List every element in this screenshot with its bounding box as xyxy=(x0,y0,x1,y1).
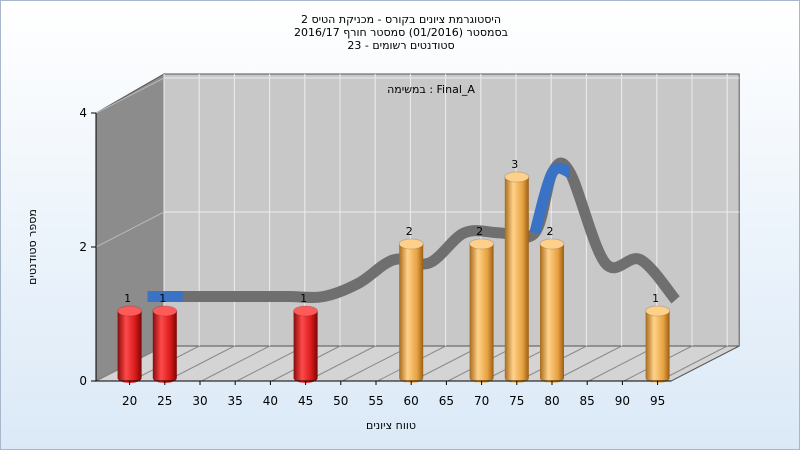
bars-layer: 1 1 1 2 2 3 2 1 xyxy=(117,158,671,383)
bar-95: 1 xyxy=(645,292,671,383)
side-gridline xyxy=(95,77,165,114)
bar-body xyxy=(645,311,670,383)
task-label: במשימה : Final_A xyxy=(387,83,475,96)
bar-cap xyxy=(293,305,319,317)
x-tick-label: 30 xyxy=(192,394,207,408)
x-tick-label: 70 xyxy=(474,394,489,408)
x-tick-label: 45 xyxy=(298,394,313,408)
bar-70: 2 xyxy=(469,225,495,383)
x-tick-label: 40 xyxy=(263,394,278,408)
y-tick-label: 4 xyxy=(79,106,87,120)
floor-gridline xyxy=(588,345,658,382)
y-tick-label: 0 xyxy=(79,374,87,388)
floor-gridline xyxy=(236,345,306,382)
x-tick-label: 85 xyxy=(580,394,595,408)
bar-60: 2 xyxy=(398,225,424,383)
bar-body xyxy=(152,311,177,383)
curve-highlight-segment xyxy=(529,162,572,235)
x-tick-label: 60 xyxy=(404,394,419,408)
bar-body xyxy=(504,177,529,383)
x-tick-label: 35 xyxy=(228,394,243,408)
bar-body xyxy=(469,244,494,383)
x-tick-label: 65 xyxy=(439,394,454,408)
x-tick-label: 25 xyxy=(157,394,172,408)
bar-cap xyxy=(539,238,565,250)
bar-value-label: 1 xyxy=(159,292,166,305)
bar-value-label: 2 xyxy=(547,225,554,238)
chart-title-line-2: בסמסטר (01/2016) סמסטר חורף 2016/17 xyxy=(294,26,508,39)
floor-gridline xyxy=(201,345,270,382)
back-wall xyxy=(163,73,740,347)
floor-gridline xyxy=(553,345,622,382)
bar-value-label: 2 xyxy=(406,225,413,238)
bar-45: 1 xyxy=(293,292,319,383)
x-tick-label: 75 xyxy=(509,394,524,408)
floor-gridline xyxy=(342,345,411,382)
chart-title-line-1: היסטוגרמת ציונים בקורס - מכניקת הטיס 2 xyxy=(300,13,502,26)
x-tick-label: 80 xyxy=(544,394,559,408)
bar-75: 3 xyxy=(504,158,530,383)
bar-25: 1 xyxy=(152,292,178,383)
bar-body xyxy=(293,311,318,383)
distribution-curve xyxy=(147,157,680,304)
x-axis-label: טווח ציונים xyxy=(366,419,416,432)
side-gridline xyxy=(95,211,165,248)
bar-cap xyxy=(504,171,530,183)
bar-body xyxy=(399,244,424,383)
bar-value-label: 1 xyxy=(300,292,307,305)
bar-80: 2 xyxy=(539,225,565,383)
bar-body xyxy=(540,244,564,383)
chart-title-line-3: סטודנטים רשומים - 23 xyxy=(347,39,455,52)
bar-value-label: 1 xyxy=(652,292,659,305)
bar-20: 1 xyxy=(117,292,143,383)
x-tick-label: 20 xyxy=(122,394,137,408)
floor-gridline xyxy=(412,345,482,382)
floor-gridline xyxy=(306,345,376,382)
axes-layer: 0 2 4 20 25 30 35 40 45 50 55 60 65 70 75 80 85 90 95 xyxy=(79,106,672,408)
bar-value-label: 3 xyxy=(511,158,518,171)
floor-gridline xyxy=(658,345,728,382)
bar-cap xyxy=(117,305,143,317)
bar-cap xyxy=(152,305,178,317)
bar-body xyxy=(117,311,142,383)
bar-cap xyxy=(469,238,495,250)
floor-gridline xyxy=(166,345,235,382)
bar-cap xyxy=(398,238,424,250)
y-axis-label: מספר סטודנטים xyxy=(26,209,39,285)
y-tick-label: 2 xyxy=(79,240,87,254)
x-tick-label: 55 xyxy=(368,394,383,408)
x-tick-label: 50 xyxy=(333,394,348,408)
bar-value-label: 2 xyxy=(476,225,483,238)
bar-value-label: 1 xyxy=(124,292,131,305)
bar-cap xyxy=(645,305,671,317)
x-tick-label: 95 xyxy=(650,394,665,408)
x-tick-label: 90 xyxy=(615,394,630,408)
curve-ribbon xyxy=(147,157,680,304)
